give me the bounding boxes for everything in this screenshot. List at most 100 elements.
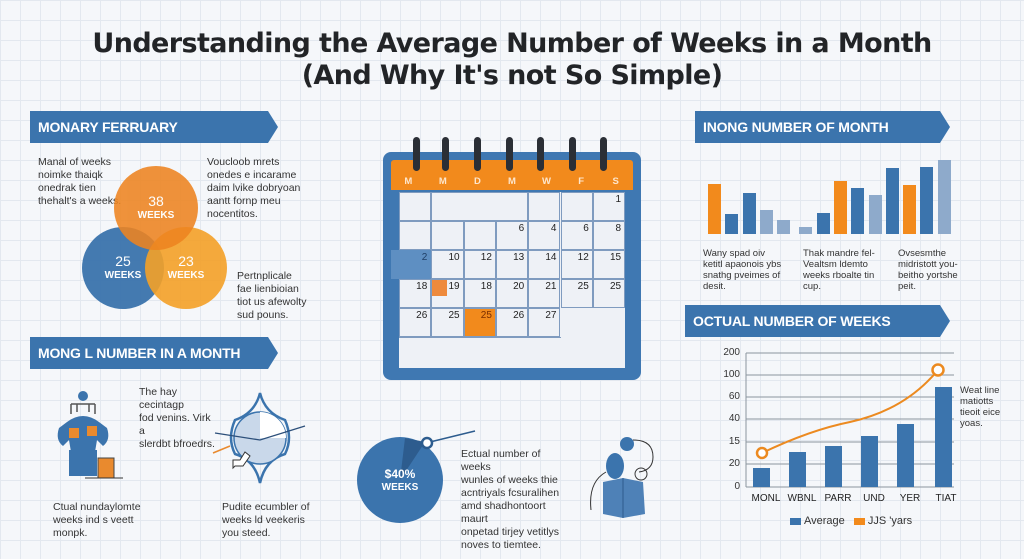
x-tick: WBNL xyxy=(787,493,817,504)
calendar-ring xyxy=(413,137,420,171)
calendar-ring xyxy=(506,137,513,171)
y-tick: 15 xyxy=(728,436,740,447)
bar xyxy=(903,185,916,234)
calendar-day: 12 xyxy=(463,250,496,279)
y-tick: 20 xyxy=(728,458,740,469)
weekday-label: F xyxy=(578,176,584,187)
calendar-day: 18 xyxy=(463,279,496,308)
bar xyxy=(869,195,882,234)
calendar-day-highlight-blue: 2 xyxy=(391,250,432,279)
calendar-day: 18 xyxy=(399,279,432,308)
calendar-ring xyxy=(442,137,449,171)
calendar-day: 1 xyxy=(592,192,626,221)
compass-globe-icon xyxy=(212,392,306,484)
weekday-label: M xyxy=(438,176,447,187)
chart-side-note: Weat line matiotts tieoit eice yoas. xyxy=(960,385,1001,429)
calendar-day: 27 xyxy=(528,308,561,337)
calendar-day: 8 xyxy=(592,221,626,250)
calendar-day: 14 xyxy=(528,250,561,279)
legend-swatch-average xyxy=(790,517,801,525)
calendar-day: 21 xyxy=(528,279,561,308)
bar xyxy=(834,181,847,234)
venn-section-banner: MONARY FERRUARY xyxy=(30,111,278,143)
y-tick: 0 xyxy=(734,481,740,492)
y-tick: 60 xyxy=(728,391,740,402)
icons-caption-left: Ctual nundaylomte weeks ind s veett monp… xyxy=(53,501,141,539)
pie-unit: WEEKS xyxy=(381,482,419,493)
venn-unit-yellow: WEEKS xyxy=(167,270,205,281)
calendar-day: 26 xyxy=(495,308,529,337)
icons-caption-right: Pudite ecumbler of weeks ld veekeris you… xyxy=(222,501,310,539)
legend-label-years: JJS 'yars xyxy=(867,515,913,527)
venn-value-yellow: 23 xyxy=(178,253,194,269)
calendar-day: 4 xyxy=(528,221,561,250)
legend-swatch-years xyxy=(853,517,865,525)
weekday-label: W xyxy=(542,176,552,187)
weekday-label: D xyxy=(473,176,481,187)
bar xyxy=(817,213,830,234)
weekday-label: M xyxy=(508,176,516,187)
calendar-frame: M M D M W F S 1 6 4 6 8 2 10 12 xyxy=(383,152,641,380)
venn-circle-yellow: 23 WEEKS xyxy=(145,227,227,309)
calendar-day xyxy=(463,221,496,250)
calendar-grid: 1 6 4 6 8 2 10 12 13 14 12 15 18 19 18 2… xyxy=(391,192,626,368)
combo-chart-plot xyxy=(745,352,954,488)
bar xyxy=(725,214,738,234)
bars-section-banner: INONG NUMBER OF MONTH xyxy=(695,111,950,143)
calendar-day: 26 xyxy=(399,308,432,337)
bars-caption-1: Wany spad oiv ketitl apaonois ybs snathg… xyxy=(703,248,782,292)
calendar-day: 6 xyxy=(560,221,593,250)
calendar-day: 6 xyxy=(495,221,529,250)
calendar-day: 25 xyxy=(592,279,626,308)
pie-chart-icon xyxy=(357,430,476,523)
icons-section-banner: MONG L NUMBER IN A MONTH xyxy=(30,337,278,369)
person-with-clipboard-icon xyxy=(57,391,123,479)
calendar-ring xyxy=(569,137,576,171)
small-orange-marker xyxy=(432,280,447,296)
icons-text-top: The hay cecintagp fod venins. Virk a sle… xyxy=(139,386,215,450)
venn-unit-orange: WEEKS xyxy=(137,210,175,221)
calendar-day: 25 xyxy=(431,308,464,337)
x-tick: UND xyxy=(863,493,885,504)
x-tick: YER xyxy=(899,493,921,504)
calendar-day-highlight-orange: 25 xyxy=(463,308,496,337)
venn-value-orange: 38 xyxy=(148,193,164,209)
bar xyxy=(743,193,756,234)
legend-label-average: Average xyxy=(804,515,845,527)
weekday-label: S xyxy=(612,176,619,187)
calendar-day: 15 xyxy=(592,250,626,279)
venn-text-left: Manal of weeks noimke thaiqk onedrak tie… xyxy=(38,156,122,207)
bars-caption-3: Ovsesmthe midristott you- beitho yortshe… xyxy=(898,248,958,292)
x-tick: PARR xyxy=(824,493,852,504)
bar xyxy=(886,168,899,234)
calendar-ring xyxy=(474,137,481,171)
calendar-day: 25 xyxy=(560,279,593,308)
pie-description: Ectual number of weeks wunles of weeks t… xyxy=(461,448,560,551)
venn-text-bottom-right: Pertnplicale fae lienbioian tiot us afew… xyxy=(237,270,307,321)
calendar-day xyxy=(431,221,464,250)
calendar-divider xyxy=(399,337,561,338)
y-tick: 200 xyxy=(723,347,740,358)
venn-unit-blue: WEEKS xyxy=(104,270,142,281)
calendar-ring xyxy=(537,137,544,171)
venn-text-right: Voucloob mrets onedes e incarame daim lv… xyxy=(207,156,301,220)
calendar-day: 13 xyxy=(495,250,529,279)
chart-legend: Average JJS 'yars xyxy=(790,515,912,527)
calendar-day xyxy=(431,192,529,221)
calendar-day xyxy=(560,192,593,221)
weekday-label: M xyxy=(404,176,413,187)
person-reading-icon xyxy=(590,437,654,518)
bar xyxy=(760,210,773,234)
bar xyxy=(938,160,951,234)
title-line-1: Understanding the Average Number of Week… xyxy=(92,28,932,59)
calendar-day xyxy=(399,192,432,221)
bar xyxy=(708,184,721,234)
x-tick: MONL xyxy=(751,493,781,504)
venn-circle-orange: 38 WEEKS xyxy=(114,166,198,250)
calendar-day xyxy=(399,221,432,250)
bar xyxy=(851,188,864,234)
calendar-day: 12 xyxy=(560,250,593,279)
pie-value: $40% xyxy=(384,467,416,481)
calendar-day xyxy=(528,192,561,221)
x-tick: TIAT xyxy=(935,493,957,504)
